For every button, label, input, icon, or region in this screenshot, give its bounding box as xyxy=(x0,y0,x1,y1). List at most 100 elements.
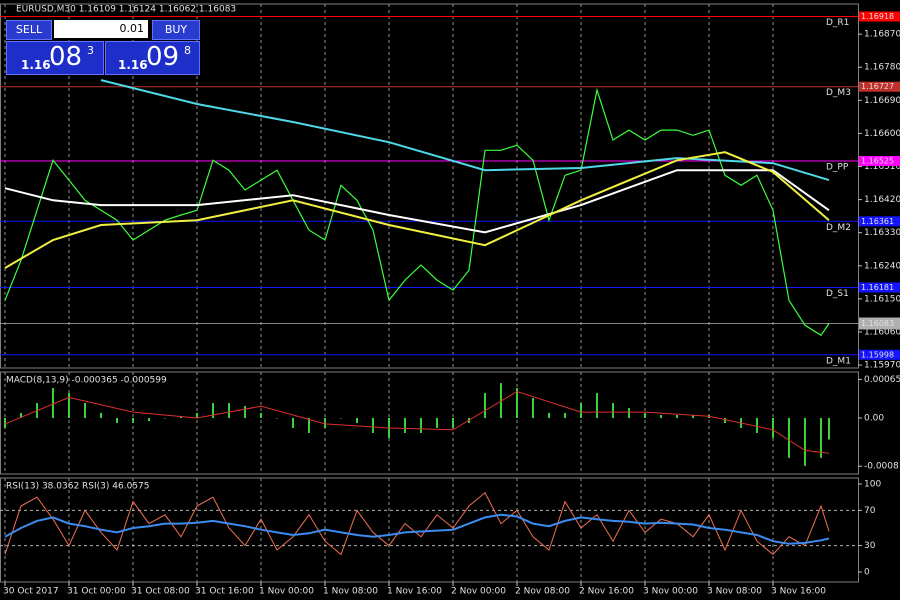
panel-frame xyxy=(0,3,859,369)
y-tick-label: 1.16870 xyxy=(864,30,900,40)
histogram-bar xyxy=(196,412,198,418)
histogram-bar xyxy=(308,417,310,433)
histogram-bar xyxy=(260,412,262,418)
panel-title: RSI(13) 38.0362 RSI(3) 46.0575 xyxy=(6,482,149,492)
price-tag-label: 1.16525 xyxy=(861,156,894,165)
y-tick-label: 1.16240 xyxy=(864,261,900,271)
histogram-bar xyxy=(228,403,230,418)
histogram-bar xyxy=(404,417,406,433)
histogram-bar xyxy=(484,393,486,418)
lot-input[interactable]: 0.01 xyxy=(54,20,148,38)
histogram-bar xyxy=(580,403,582,418)
x-tick-label: 2 Nov 08:00 xyxy=(515,587,570,597)
buy-button[interactable]: BUY xyxy=(152,20,200,40)
histogram-bar xyxy=(356,417,358,423)
x-tick-label: 31 Oct 00:00 xyxy=(67,587,126,597)
sell-button[interactable]: SELL xyxy=(6,20,52,40)
histogram-bar xyxy=(596,393,598,418)
price-prefix: 1.16 xyxy=(21,58,51,72)
histogram-bar xyxy=(340,417,342,419)
y-tick-label: 1.16150 xyxy=(864,294,900,304)
x-tick-label: 31 Oct 08:00 xyxy=(131,587,190,597)
price-prefix: 1.16 xyxy=(118,58,148,72)
histogram-bar xyxy=(692,414,694,418)
histogram-bar xyxy=(164,417,166,419)
histogram-bar xyxy=(516,388,518,418)
histogram-bar xyxy=(148,417,150,421)
x-tick-label: 1 Nov 00:00 xyxy=(259,587,314,597)
price-tag xyxy=(859,349,900,360)
buy-price[interactable]: 1.16 09 8 xyxy=(105,41,200,75)
price-pips: 09 xyxy=(146,42,180,72)
histogram-bar xyxy=(20,412,22,418)
histogram-bar xyxy=(52,388,54,418)
chart-header: EURUSD,M30 1.16109 1.16124 1.16062 1.160… xyxy=(16,5,236,15)
line xyxy=(4,151,830,269)
price-tag-label: 1.16361 xyxy=(861,217,894,226)
price-tag xyxy=(859,81,900,92)
price-tag-label: 1.16727 xyxy=(861,82,894,91)
price-tag xyxy=(859,216,900,227)
histogram-bar xyxy=(820,417,822,458)
pivot-name: D_S1 xyxy=(826,289,849,299)
histogram-bar xyxy=(660,414,662,418)
histogram-bar xyxy=(788,417,790,458)
price-tag-label: 1.16181 xyxy=(861,283,894,292)
price-tag-label: 1.16083 xyxy=(861,319,894,328)
histogram-bar xyxy=(244,406,246,418)
histogram-bar xyxy=(420,417,422,433)
histogram-bar xyxy=(828,417,830,440)
histogram-bar xyxy=(68,393,70,418)
y-tick-label: 1.16780 xyxy=(864,63,900,73)
histogram-bar xyxy=(436,417,438,428)
x-tick-label: 31 Oct 16:00 xyxy=(195,587,254,597)
pivot-name: D_R1 xyxy=(826,18,849,28)
histogram-bar xyxy=(628,408,630,418)
price-tag xyxy=(859,155,900,166)
histogram-bar xyxy=(804,417,806,466)
line xyxy=(100,79,830,182)
price-tag xyxy=(859,317,900,330)
x-tick-label: 2 Nov 00:00 xyxy=(451,587,506,597)
pivot-name: D_M2 xyxy=(826,223,851,233)
histogram-bar xyxy=(564,412,566,418)
histogram-bar xyxy=(324,417,326,428)
histogram-bar xyxy=(532,398,534,418)
price-tag xyxy=(859,11,900,22)
histogram-bar xyxy=(676,414,678,418)
histogram-bar xyxy=(772,417,774,438)
histogram-bar xyxy=(756,417,758,433)
histogram-bar xyxy=(132,417,134,423)
x-tick-label: 3 Nov 16:00 xyxy=(771,587,826,597)
y-tick-label: 1.16330 xyxy=(864,228,900,238)
x-tick-label: 3 Nov 00:00 xyxy=(643,587,698,597)
line xyxy=(4,492,830,556)
y-tick-label: 1.16600 xyxy=(864,129,900,139)
histogram-bar xyxy=(116,417,118,423)
histogram-bar xyxy=(212,403,214,418)
sell-price[interactable]: 1.16 08 3 xyxy=(6,41,104,75)
price-tag-label: 1.16918 xyxy=(861,12,894,21)
price-fraction: 8 xyxy=(184,44,191,57)
line xyxy=(4,169,830,234)
histogram-bar xyxy=(4,417,6,428)
histogram-bar xyxy=(612,403,614,418)
x-tick-label: 2 Nov 16:00 xyxy=(579,587,634,597)
x-tick-label: 1 Nov 16:00 xyxy=(387,587,442,597)
histogram-bar xyxy=(372,417,374,433)
y-tick-label: 1.16060 xyxy=(864,327,900,337)
histogram-bar xyxy=(644,412,646,418)
y-tick-label: 1.16510 xyxy=(864,162,900,172)
histogram-bar xyxy=(724,417,726,423)
x-tick-label: 30 Oct 2017 xyxy=(3,587,59,597)
line xyxy=(4,87,830,337)
y-tick-label: 0 xyxy=(864,567,870,577)
histogram-bar xyxy=(292,417,294,428)
y-tick-label: 30 xyxy=(864,541,876,551)
histogram-bar xyxy=(548,412,550,418)
histogram-bar xyxy=(84,403,86,418)
y-tick-label: 0.00 xyxy=(864,413,884,423)
histogram-bar xyxy=(100,412,102,418)
